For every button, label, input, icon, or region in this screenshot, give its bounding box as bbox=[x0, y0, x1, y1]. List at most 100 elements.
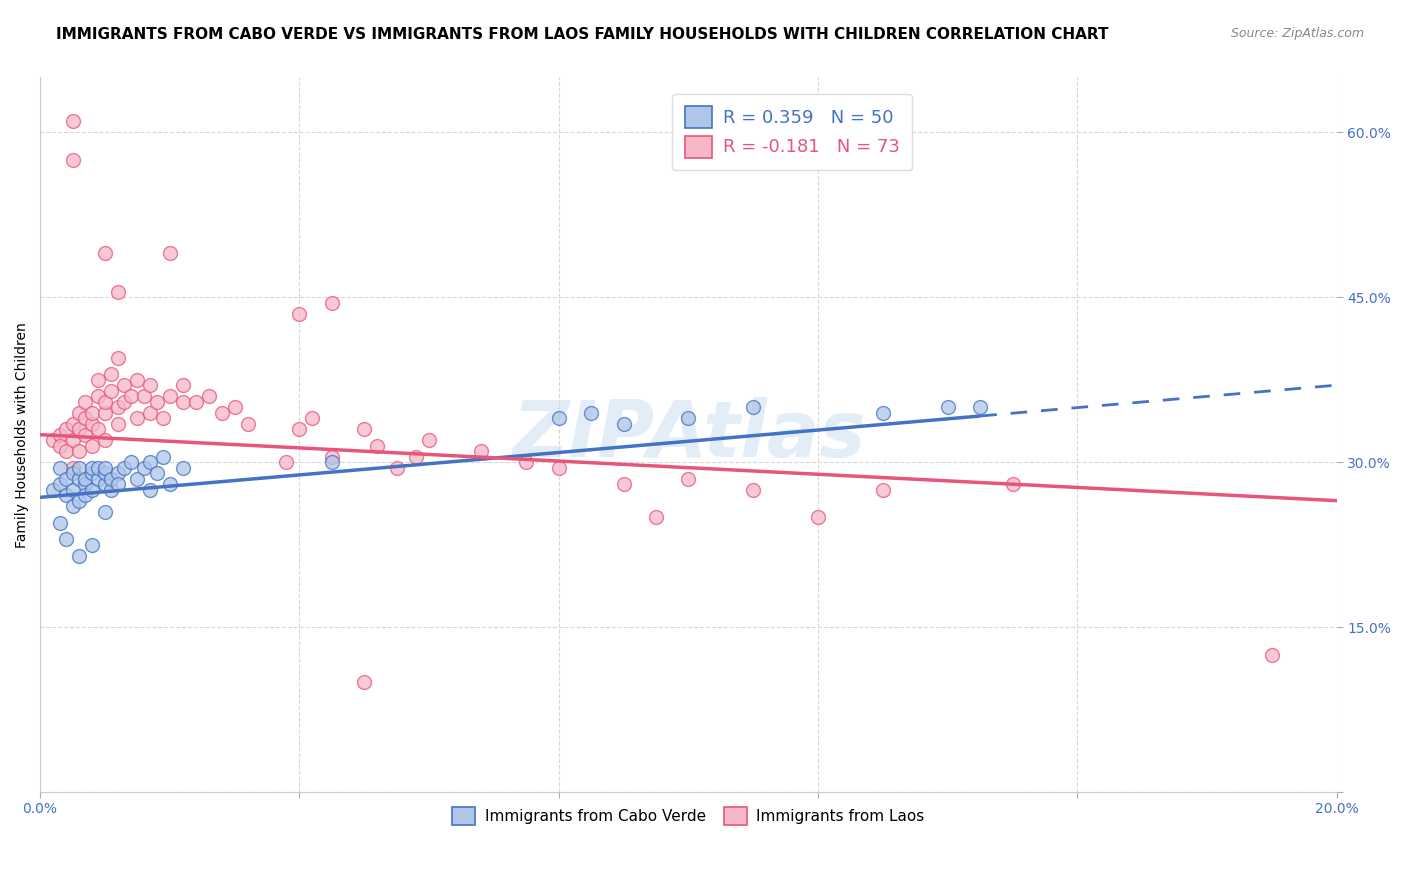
Point bbox=[678, 472, 700, 486]
Point bbox=[139, 483, 162, 497]
Point bbox=[159, 389, 181, 403]
Point bbox=[80, 466, 103, 480]
Point bbox=[872, 406, 894, 420]
Point bbox=[67, 422, 90, 436]
Text: Source: ZipAtlas.com: Source: ZipAtlas.com bbox=[1230, 27, 1364, 40]
Point bbox=[678, 411, 700, 425]
Point bbox=[62, 153, 84, 167]
Point bbox=[152, 411, 174, 425]
Point bbox=[55, 488, 77, 502]
Point bbox=[112, 460, 135, 475]
Point bbox=[321, 450, 343, 464]
Point bbox=[301, 411, 323, 425]
Text: ZIPAtlas: ZIPAtlas bbox=[512, 397, 865, 473]
Point bbox=[67, 406, 90, 420]
Point bbox=[107, 401, 129, 415]
Point bbox=[197, 389, 219, 403]
Text: IMMIGRANTS FROM CABO VERDE VS IMMIGRANTS FROM LAOS FAMILY HOUSEHOLDS WITH CHILDR: IMMIGRANTS FROM CABO VERDE VS IMMIGRANTS… bbox=[56, 27, 1109, 42]
Point bbox=[127, 411, 149, 425]
Point bbox=[75, 394, 97, 409]
Point bbox=[132, 389, 155, 403]
Point bbox=[75, 488, 97, 502]
Point bbox=[87, 422, 110, 436]
Point bbox=[120, 389, 142, 403]
Point bbox=[94, 246, 117, 260]
Point bbox=[67, 493, 90, 508]
Point bbox=[62, 466, 84, 480]
Point bbox=[67, 472, 90, 486]
Point bbox=[127, 472, 149, 486]
Point bbox=[107, 417, 129, 431]
Point bbox=[139, 455, 162, 469]
Point bbox=[613, 417, 636, 431]
Point bbox=[353, 675, 375, 690]
Point bbox=[936, 401, 959, 415]
Point bbox=[100, 472, 122, 486]
Point bbox=[48, 460, 70, 475]
Point bbox=[139, 406, 162, 420]
Point bbox=[48, 477, 70, 491]
Point bbox=[742, 483, 765, 497]
Point bbox=[547, 460, 569, 475]
Point bbox=[55, 472, 77, 486]
Point bbox=[385, 460, 408, 475]
Point bbox=[94, 394, 117, 409]
Point bbox=[80, 538, 103, 552]
Point bbox=[418, 433, 440, 447]
Point bbox=[55, 422, 77, 436]
Point bbox=[184, 394, 207, 409]
Point bbox=[579, 406, 602, 420]
Point bbox=[969, 401, 991, 415]
Point bbox=[152, 450, 174, 464]
Point bbox=[48, 516, 70, 530]
Point bbox=[62, 417, 84, 431]
Point bbox=[211, 406, 233, 420]
Point bbox=[1261, 648, 1284, 662]
Point bbox=[321, 455, 343, 469]
Point bbox=[172, 394, 194, 409]
Point bbox=[62, 499, 84, 513]
Point bbox=[742, 401, 765, 415]
Point bbox=[75, 411, 97, 425]
Point bbox=[547, 411, 569, 425]
Point bbox=[159, 477, 181, 491]
Point bbox=[172, 378, 194, 392]
Point bbox=[94, 477, 117, 491]
Point bbox=[87, 389, 110, 403]
Point bbox=[55, 532, 77, 546]
Point bbox=[236, 417, 259, 431]
Point bbox=[75, 472, 97, 486]
Point bbox=[807, 510, 830, 524]
Point bbox=[87, 373, 110, 387]
Point bbox=[75, 427, 97, 442]
Point bbox=[112, 378, 135, 392]
Point bbox=[94, 406, 117, 420]
Point bbox=[42, 433, 65, 447]
Point bbox=[48, 427, 70, 442]
Point bbox=[94, 460, 117, 475]
Point bbox=[321, 295, 343, 310]
Point bbox=[515, 455, 537, 469]
Point bbox=[55, 444, 77, 458]
Point bbox=[100, 384, 122, 398]
Point bbox=[42, 483, 65, 497]
Point bbox=[146, 394, 169, 409]
Point bbox=[80, 460, 103, 475]
Point bbox=[107, 351, 129, 365]
Point bbox=[366, 439, 388, 453]
Point bbox=[62, 483, 84, 497]
Point bbox=[172, 460, 194, 475]
Point bbox=[94, 466, 117, 480]
Point bbox=[80, 439, 103, 453]
Point bbox=[159, 246, 181, 260]
Point bbox=[405, 450, 427, 464]
Point bbox=[94, 433, 117, 447]
Point bbox=[288, 307, 311, 321]
Legend: Immigrants from Cabo Verde, Immigrants from Laos: Immigrants from Cabo Verde, Immigrants f… bbox=[443, 797, 934, 834]
Point bbox=[613, 477, 636, 491]
Point bbox=[87, 460, 110, 475]
Point bbox=[100, 368, 122, 382]
Point bbox=[224, 401, 246, 415]
Point bbox=[127, 373, 149, 387]
Point bbox=[288, 422, 311, 436]
